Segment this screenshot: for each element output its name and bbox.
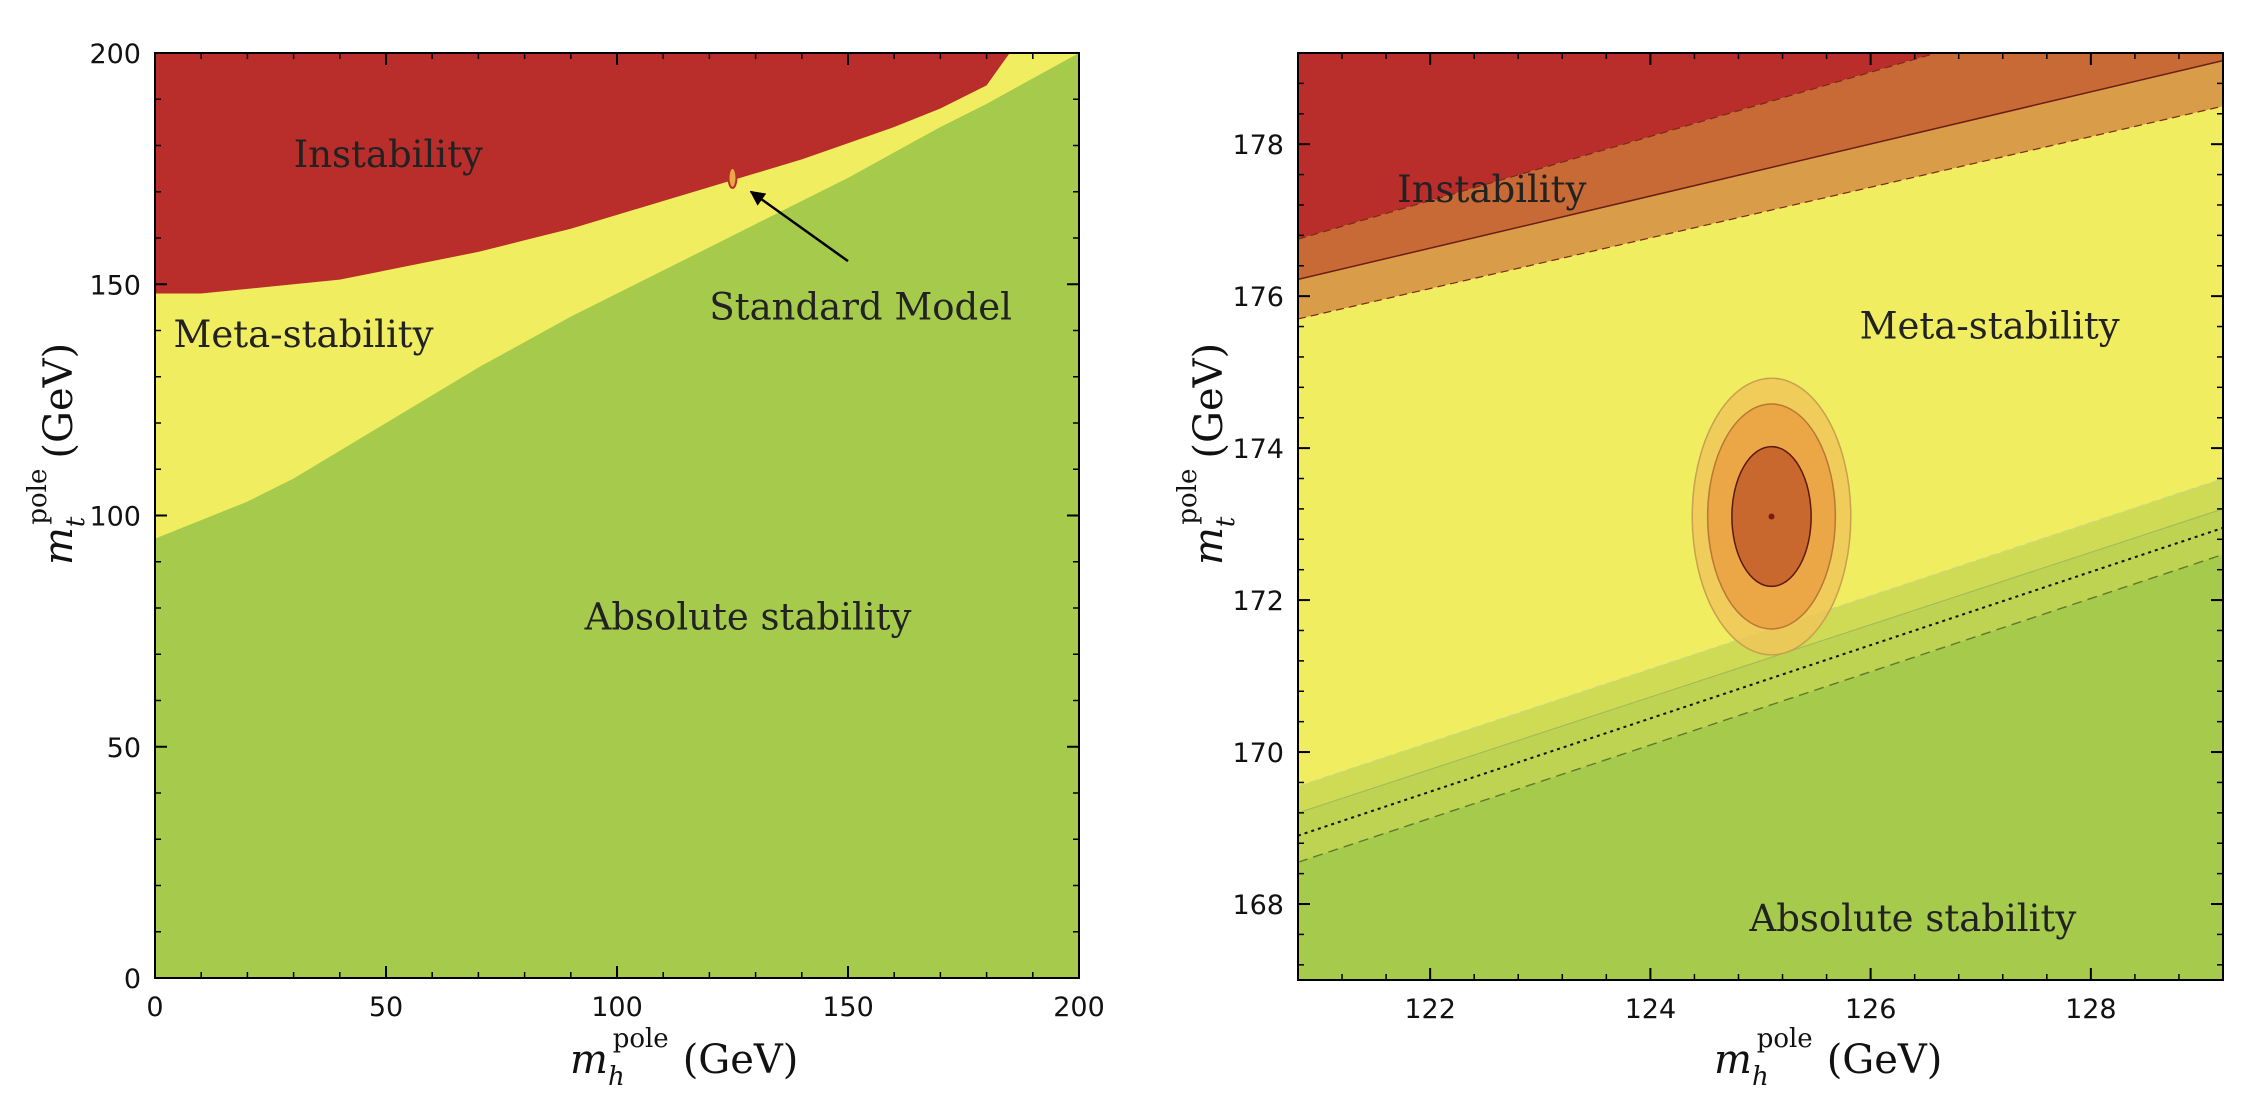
x-tick-label: 0 (146, 992, 163, 1023)
stability-mid-line (1298, 508, 2223, 814)
right-panel-regions (1298, 53, 2223, 980)
left-x-axis-label: mhpole (GeV) (570, 1024, 798, 1092)
right-x-axis-label: mhpole (GeV) (1714, 1024, 1942, 1092)
region-label-absolute-stability: Absolute stability (1748, 897, 2076, 940)
y-tick-label: 178 (1232, 130, 1284, 161)
y-tick-label: 172 (1232, 586, 1284, 617)
instability-upper-dashed-line (1298, 53, 1939, 240)
region-label-absolute-stability: Absolute stability (584, 595, 912, 638)
x-tick-label: 128 (2065, 994, 2117, 1025)
x-tick-label: 124 (1625, 994, 1677, 1025)
left-panel-labels: Standard Model Instability Meta-stability A… (89, 39, 1104, 1023)
annotation-arrow (749, 190, 849, 263)
region-label-meta-stability: Meta-stability (173, 313, 433, 356)
left-panel-marks (727, 166, 849, 263)
y-tick-label: 100 (89, 502, 141, 533)
region-label-instability: Instability (1397, 168, 1586, 211)
right-panel-ticks (1297, 52, 2224, 980)
left-panel: Standard Model Instability Meta-stability A… (23, 39, 1105, 1092)
region-label-instability: Instability (294, 133, 483, 176)
instability-central-line (1298, 59, 2223, 281)
y-tick-label: 50 (107, 733, 141, 764)
x-tick-label: 50 (369, 992, 403, 1023)
y-tick-label: 176 (1232, 282, 1284, 313)
stability-dotted-line (1298, 526, 2223, 837)
y-tick-label: 170 (1232, 738, 1284, 769)
x-tick-label: 100 (591, 992, 643, 1023)
left-panel-regions (155, 53, 1079, 978)
left-y-axis-label: mtpole(GeV) (23, 343, 91, 565)
instability-band-upper (1298, 53, 2223, 280)
x-tick-label: 200 (1053, 992, 1105, 1023)
annotation-standard-model: Standard Model (709, 285, 1012, 328)
absolute-stability-region (1298, 554, 2223, 980)
left-panel-ticks (154, 52, 1080, 979)
standard-model-point (727, 166, 738, 189)
standard-model-point (1768, 513, 1775, 520)
x-tick-label: 126 (1845, 994, 1897, 1025)
y-tick-label: 200 (89, 39, 141, 70)
instability-band-lower (1298, 60, 2223, 319)
y-tick-label: 150 (89, 270, 141, 301)
right-y-axis-label: mtpole(GeV) (1173, 343, 1241, 565)
region-label-meta-stability: Meta-stability (1860, 305, 2120, 348)
instability-region (155, 53, 1010, 294)
right-panel-marks (1298, 53, 2223, 863)
instability-lower-dashed-line (1298, 105, 2223, 320)
y-tick-label: 0 (124, 964, 141, 995)
y-tick-label: 174 (1232, 434, 1284, 465)
x-tick-label: 122 (1404, 994, 1456, 1025)
right-panel-labels: Instability Meta-stability Absolute stabil… (1232, 130, 2119, 1025)
stability-band-lower (1298, 508, 2223, 863)
right-panel: Instability Meta-stability Absolute stabil… (1173, 52, 2224, 1092)
y-tick-label: 168 (1232, 890, 1284, 921)
stability-lower-dashed-line (1298, 553, 2223, 863)
x-tick-label: 150 (822, 992, 874, 1023)
right-panel-frame (1297, 52, 2224, 981)
